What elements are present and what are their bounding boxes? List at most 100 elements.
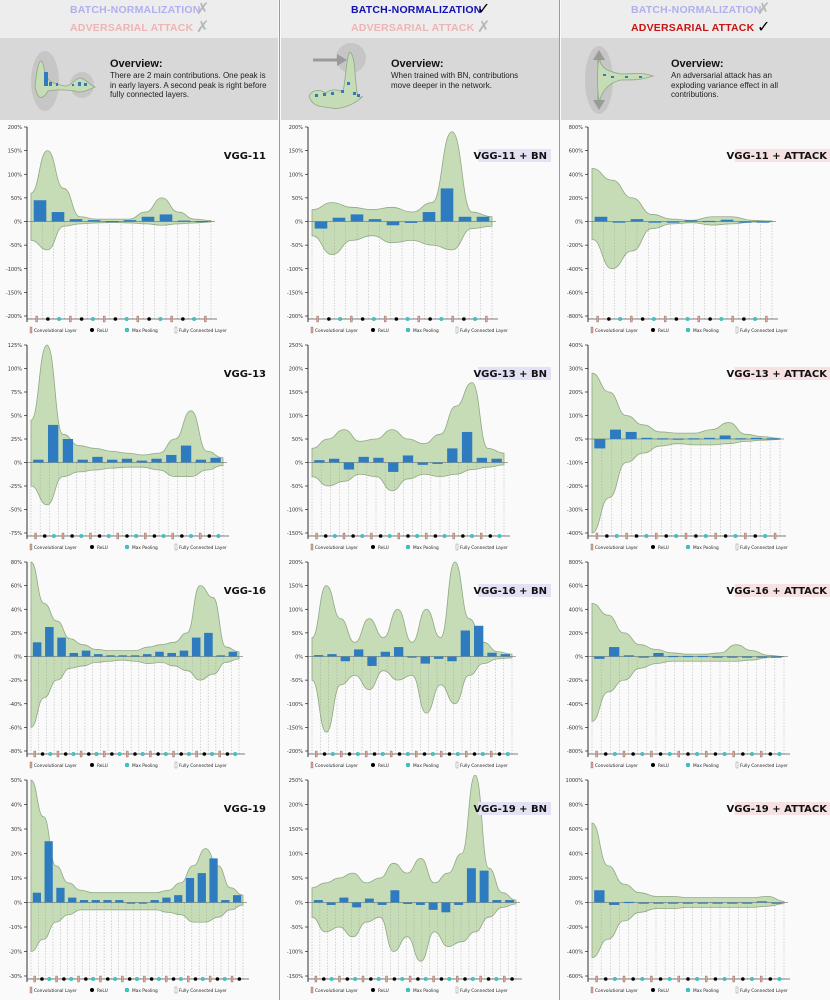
conv-layer-marker [385, 975, 388, 983]
contribution-bar [377, 902, 387, 905]
y-tick-label: -50% [290, 678, 303, 684]
contribution-bar [45, 626, 54, 657]
conv-layer-marker [316, 315, 319, 323]
contribution-bar [474, 625, 484, 657]
relu-marker [347, 752, 352, 756]
legend-maxpool-swatch [124, 762, 130, 768]
legend-fc-swatch [735, 986, 739, 994]
relu-marker [686, 752, 690, 756]
legend-conv-swatch [310, 543, 314, 551]
chart-title: VGG-13 + ATTACK [727, 369, 829, 380]
relu-marker [372, 752, 377, 756]
maxpool-marker [750, 752, 754, 756]
conv-layer-marker [204, 315, 207, 323]
y-tick-label: 125% [8, 343, 23, 349]
contribution-bar [623, 655, 635, 657]
contribution-bar [682, 902, 694, 904]
contribution-bar [420, 656, 430, 664]
contribution-bar [162, 897, 171, 903]
legend-relu-label: ReLU [378, 328, 389, 334]
contribution-bar [364, 898, 374, 903]
conv-layer-marker [677, 975, 681, 983]
conv-layer-marker [55, 975, 58, 983]
contribution-bar [126, 902, 136, 904]
maxpool-marker [763, 534, 768, 538]
flag-label: ADVERSARIAL ATTACK [70, 22, 194, 34]
legend-relu-swatch [90, 328, 94, 332]
relu-marker [447, 752, 452, 756]
maxpool-marker [192, 317, 197, 321]
conv-layer-marker [165, 975, 168, 983]
relu-marker [237, 977, 242, 981]
relu-marker [416, 977, 420, 981]
y-tick-label: 0% [14, 901, 22, 907]
contribution-bar [352, 902, 362, 908]
chart-panel: 50% 40% 30% 20% 10% 0% -10% -20% -30% Convolution… [9, 778, 266, 994]
y-tick-label: -30% [9, 974, 22, 980]
legend-maxpool-swatch [124, 987, 130, 993]
legend-relu-label: ReLU [97, 763, 108, 769]
legend-maxpool-swatch [405, 327, 411, 333]
chart-panel: 250% 200% 150% 100% 50% 0% -50% -100% -150% Convo… [287, 775, 551, 994]
maxpool-marker [480, 752, 485, 756]
contribution-bar [216, 655, 225, 657]
y-tick-label: 50% [11, 196, 22, 202]
relu-marker [708, 317, 712, 321]
relu-marker [674, 317, 679, 321]
conv-layer-marker [315, 532, 318, 540]
conv-layer-marker [705, 975, 708, 983]
contribution-bar [657, 438, 668, 440]
legend-maxpool-swatch [124, 544, 130, 550]
variance-band [591, 372, 781, 534]
legend-relu-label: ReLU [658, 328, 669, 334]
y-tick-label: 400% [569, 172, 584, 178]
legend-relu-swatch [651, 763, 655, 767]
relu-marker [193, 977, 198, 981]
contribution-bar [180, 445, 192, 463]
y-tick-label: 10% [11, 876, 22, 882]
maxpool-marker [135, 977, 139, 981]
legend-fc-swatch [174, 543, 178, 551]
contribution-bar [228, 651, 238, 657]
contribution-bar [441, 902, 451, 913]
y-tick-label: -200% [6, 314, 22, 320]
y-tick-label: 400% [569, 343, 584, 349]
relu-marker [97, 534, 102, 538]
conv-layer-marker [121, 975, 124, 983]
contribution-bar [92, 456, 103, 463]
contribution-bar [343, 462, 355, 470]
legend-fc-label: Fully Connected Layer [460, 328, 508, 334]
contribution-bar [32, 642, 42, 657]
y-tick-label: 200% [569, 631, 584, 637]
contribution-bar [136, 460, 147, 463]
conv-layer-marker [79, 750, 83, 758]
conv-layer-marker [187, 975, 190, 983]
variance-band [311, 382, 505, 492]
conv-layer-marker [503, 975, 506, 983]
contribution-bar [209, 858, 218, 903]
conv-layer-marker [595, 532, 599, 540]
y-tick-label: -75% [9, 531, 22, 537]
relu-marker [694, 534, 698, 538]
cross-icon: ✗ [757, 1, 771, 18]
y-tick-label: 75% [11, 390, 22, 396]
contribution-bar [668, 655, 679, 658]
y-tick-label: -100% [287, 950, 303, 956]
legend-fc-swatch [455, 986, 459, 994]
chart-panel: 800% 600% 400% 200% 0% -200% -400% -600% -800% Co… [567, 560, 830, 769]
legend-relu-swatch [371, 328, 375, 332]
title-badge [734, 584, 830, 597]
contribution-bar [195, 459, 207, 463]
relu-marker [463, 977, 467, 981]
legend-relu-label: ReLU [97, 988, 108, 994]
y-tick-label: -800% [567, 314, 583, 320]
relu-marker [127, 977, 132, 981]
y-tick-label: -60% [9, 725, 22, 731]
y-tick-label: -100% [6, 267, 22, 273]
maxpool-marker [644, 534, 649, 538]
relu-marker [713, 977, 718, 981]
legend-fc-swatch [174, 326, 178, 334]
y-tick-label: 80% [11, 560, 22, 566]
chart-title: VGG-19 + ATTACK [727, 804, 829, 815]
overview-box: Overview: When trained with BN, contribut… [281, 38, 559, 120]
